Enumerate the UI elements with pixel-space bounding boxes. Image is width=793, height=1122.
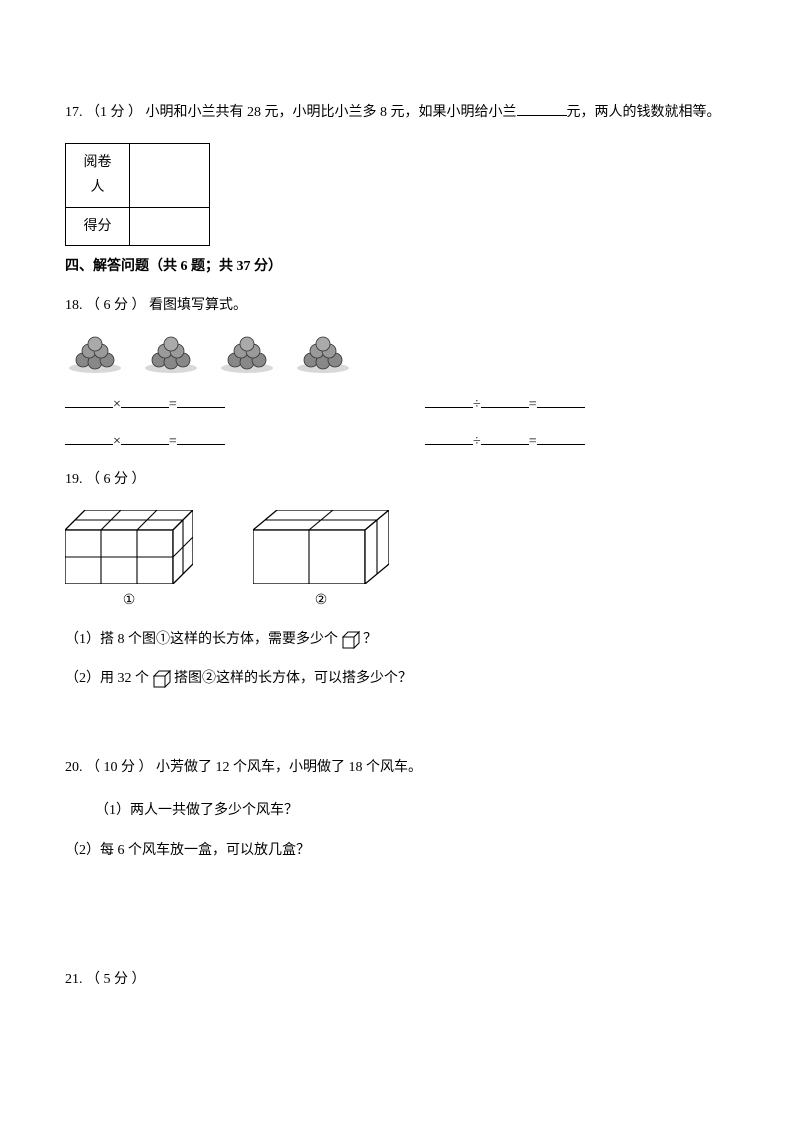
reviewer-label: 阅卷人 — [66, 144, 130, 207]
div-sign: ÷ — [473, 434, 481, 449]
cuboid-2-icon — [253, 510, 389, 584]
q19-number: 19. — [65, 472, 83, 487]
score-value[interactable] — [130, 207, 210, 245]
blank[interactable] — [481, 392, 529, 408]
q20-points: （ 10 分 ） — [86, 760, 153, 775]
blank[interactable] — [121, 429, 169, 445]
q18-number: 18. — [65, 298, 83, 313]
blank[interactable] — [65, 429, 113, 445]
q19-sub2-text-a: （2）用 32 个 — [65, 671, 149, 686]
q19-sub1-text-b: ？ — [363, 632, 377, 647]
cuboid-1: ① — [65, 510, 193, 613]
mult-equation-2: ×= — [65, 429, 365, 454]
q19-sub2: （2）用 32 个 搭图②这样的长方体，可以搭多少个？ — [65, 666, 728, 691]
q17-points: （1 分 ） — [86, 105, 142, 120]
blank[interactable] — [537, 392, 585, 408]
score-table: 阅卷人 得分 — [65, 143, 210, 246]
reviewer-value[interactable] — [130, 144, 210, 207]
q21-number: 21. — [65, 972, 83, 987]
q19-points: （ 6 分 ） — [86, 472, 146, 487]
equation-row-2: ×= ÷= — [65, 429, 728, 454]
blank[interactable] — [425, 392, 473, 408]
question-18: 18. （ 6 分 ） 看图填写算式。 — [65, 293, 728, 318]
eq-sign: = — [169, 434, 177, 449]
q17-number: 17. — [65, 105, 83, 120]
q20-sub1: （1）两人一共做了多少个风车？ — [95, 798, 728, 823]
mult-sign: × — [113, 434, 121, 449]
blank[interactable] — [65, 392, 113, 408]
blank[interactable] — [177, 429, 225, 445]
q20-text: 小芳做了 12 个风车，小明做了 18 个风车。 — [156, 760, 422, 775]
cuboid-1-label: ① — [65, 588, 193, 613]
bean-pile-row — [65, 336, 728, 374]
q19-sub1-text-a: （1）搭 8 个图①这样的长方体，需要多少个 — [65, 632, 338, 647]
blank[interactable] — [537, 429, 585, 445]
cuboid-1-icon — [65, 510, 193, 584]
equation-row-1: ×= ÷= — [65, 392, 728, 417]
blank[interactable] — [481, 429, 529, 445]
blank[interactable] — [177, 392, 225, 408]
q20-sub2: （2）每 6 个风车放一盒，可以放几盒？ — [65, 838, 728, 863]
eq-sign: = — [529, 397, 537, 412]
div-equation-2: ÷= — [425, 429, 585, 454]
q21-points: （ 5 分 ） — [86, 972, 146, 987]
q18-text: 看图填写算式。 — [149, 298, 247, 313]
question-19: 19. （ 6 分 ） — [65, 467, 728, 492]
eq-sign: = — [169, 397, 177, 412]
question-21: 21. （ 5 分 ） — [65, 967, 728, 992]
eq-sign: = — [529, 434, 537, 449]
score-label: 得分 — [66, 207, 130, 245]
small-cube-icon — [342, 631, 360, 649]
bean-pile-icon — [141, 336, 201, 374]
small-cube-icon — [153, 670, 171, 688]
q17-text-b: 元，两人的钱数就相等。 — [567, 105, 721, 120]
div-equation-1: ÷= — [425, 392, 585, 417]
blank[interactable] — [425, 429, 473, 445]
q19-sub2-text-b: 搭图②这样的长方体，可以搭多少个？ — [174, 671, 412, 686]
blank[interactable] — [121, 392, 169, 408]
div-sign: ÷ — [473, 397, 481, 412]
q19-sub1: （1）搭 8 个图①这样的长方体，需要多少个 ？ — [65, 627, 728, 652]
q17-text-a: 小明和小兰共有 28 元，小明比小兰多 8 元，如果小明给小兰 — [146, 105, 517, 120]
table-row: 得分 — [66, 207, 210, 245]
table-row: 阅卷人 — [66, 144, 210, 207]
question-17: 17. （1 分 ） 小明和小兰共有 28 元，小明比小兰多 8 元，如果小明给… — [65, 100, 728, 125]
q20-number: 20. — [65, 760, 83, 775]
bean-pile-icon — [217, 336, 277, 374]
mult-sign: × — [113, 397, 121, 412]
section-4-heading: 四、解答问题（共 6 题；共 37 分） — [65, 254, 728, 279]
q17-blank[interactable] — [517, 100, 567, 116]
question-20: 20. （ 10 分 ） 小芳做了 12 个风车，小明做了 18 个风车。 — [65, 755, 728, 780]
mult-equation-1: ×= — [65, 392, 365, 417]
bean-pile-icon — [293, 336, 353, 374]
cuboid-2-label: ② — [253, 588, 389, 613]
q18-points: （ 6 分 ） — [86, 298, 146, 313]
bean-pile-icon — [65, 336, 125, 374]
cuboid-diagrams: ① ② — [65, 510, 728, 613]
cuboid-2: ② — [253, 510, 389, 613]
